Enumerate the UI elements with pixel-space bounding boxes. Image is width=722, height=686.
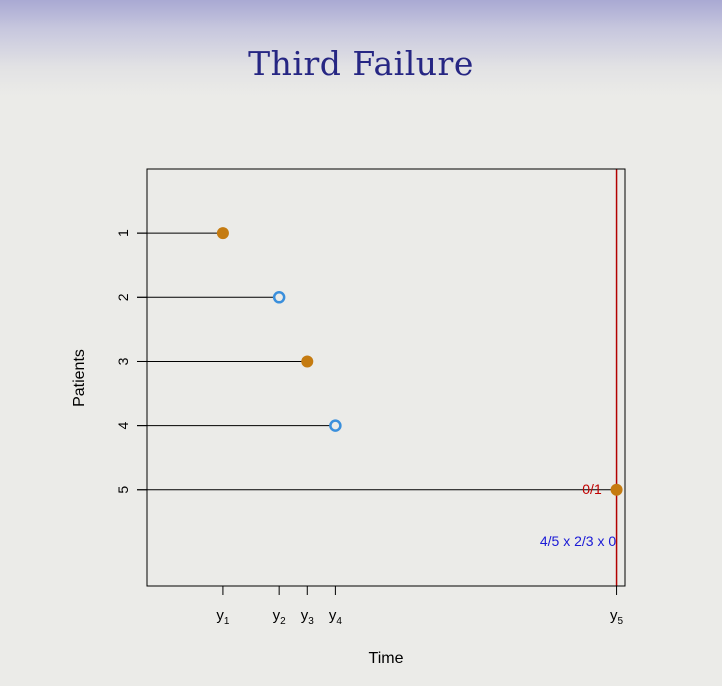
x-tick-label: y1 — [216, 607, 230, 627]
x-axis-title: Time — [369, 650, 404, 667]
points-layer — [216, 227, 623, 496]
slide-title: Third Failure — [248, 44, 474, 83]
y-tick-label: 5 — [115, 486, 131, 494]
header-band — [0, 0, 722, 96]
x-tick-label: y5 — [610, 607, 624, 627]
y-axis: 1 2 3 4 5 — [115, 229, 147, 494]
x-axis: y1 y2 y3 y4 y5 — [216, 586, 624, 627]
y-tick-label: 1 — [115, 229, 131, 237]
failure-point — [610, 483, 623, 496]
x-tick-label: y2 — [273, 607, 287, 627]
y-axis-title: Patients — [71, 349, 88, 407]
failure-point — [216, 227, 229, 240]
segments-layer — [137, 232, 617, 491]
annotation-product: 4/5 x 2/3 x 0 — [540, 533, 616, 549]
censored-point — [272, 291, 286, 304]
plot-frame — [146, 168, 626, 587]
censored-point — [329, 419, 342, 432]
annotation-fraction: 0/1 — [582, 481, 602, 497]
failure-point — [301, 355, 314, 368]
y-tick-label: 2 — [115, 293, 131, 301]
y-tick-label: 3 — [115, 357, 131, 365]
y-tick-label: 4 — [115, 422, 131, 430]
x-tick-label: y3 — [301, 607, 315, 627]
x-tick-label: y4 — [329, 607, 343, 627]
